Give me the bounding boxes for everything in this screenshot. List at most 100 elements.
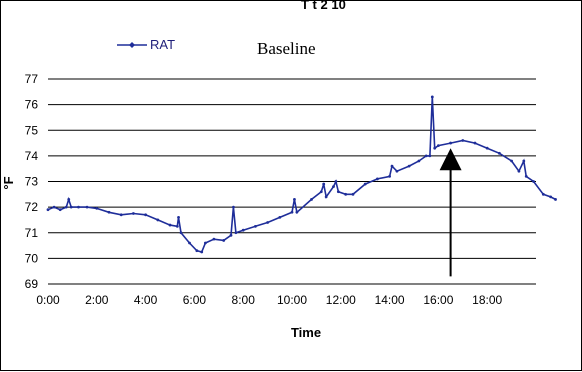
- series-line-rat: [47, 96, 556, 253]
- data-point: [485, 146, 489, 150]
- data-point: [517, 169, 521, 173]
- x-tick-labels: 0:00 2:00 4:00 6:00 8:00 10:00 12:00 14:00 16:00…: [36, 293, 502, 307]
- data-point: [266, 221, 269, 224]
- series-markers: [46, 95, 557, 254]
- data-point: [290, 210, 294, 214]
- y-tick-label: 75: [25, 123, 39, 137]
- data-point: [229, 233, 233, 237]
- data-point: [188, 241, 191, 245]
- annotation-arrow: [439, 148, 462, 277]
- data-point: [200, 250, 204, 254]
- data-point: [293, 198, 296, 201]
- y-tick-label: 72: [25, 200, 39, 214]
- data-point: [212, 237, 216, 241]
- data-point: [424, 154, 428, 158]
- x-tick-label: 4:00: [134, 293, 158, 307]
- x-tick-label: 2:00: [85, 293, 109, 307]
- x-tick-label: 16:00: [423, 293, 453, 307]
- y-tick-label: 74: [25, 149, 39, 163]
- data-point: [46, 208, 50, 212]
- y-axis-label: °F: [1, 176, 16, 189]
- data-point: [554, 198, 557, 201]
- data-point: [168, 223, 172, 227]
- x-tick-label: 12:00: [326, 293, 356, 307]
- x-tick-label: 0:00: [36, 293, 60, 307]
- data-point: [232, 205, 235, 209]
- legend-swatch: [117, 42, 147, 48]
- data-point: [132, 212, 135, 215]
- data-point: [407, 164, 411, 168]
- chart-title-cut: T t 2 10: [301, 0, 346, 12]
- data-point: [58, 208, 62, 212]
- data-point: [449, 141, 452, 145]
- data-point: [461, 139, 465, 142]
- data-point: [332, 185, 335, 189]
- data-point: [69, 205, 73, 209]
- data-point: [175, 224, 179, 228]
- data-point: [85, 205, 89, 209]
- data-point: [179, 231, 183, 235]
- data-point: [107, 210, 111, 214]
- x-tick-label: 10:00: [277, 293, 307, 307]
- y-tick-label: 76: [25, 98, 39, 112]
- data-point: [254, 224, 257, 228]
- data-point: [241, 228, 245, 232]
- data-point: [363, 182, 367, 186]
- gridlines: [48, 78, 536, 285]
- data-point: [310, 198, 313, 201]
- data-point: [144, 213, 148, 217]
- y-tick-labels: 69 70 71 72 73 74 75 76 77: [25, 72, 39, 291]
- data-point: [322, 182, 326, 186]
- arrow-head: [439, 148, 462, 171]
- data-point: [324, 195, 328, 199]
- data-point: [428, 154, 432, 158]
- data-point: [498, 151, 501, 155]
- y-tick-label: 69: [25, 277, 39, 291]
- data-point: [541, 192, 545, 196]
- data-point: [437, 144, 440, 148]
- data-point: [278, 215, 282, 219]
- legend-label: RAT: [150, 37, 176, 52]
- x-tick-label: 14:00: [375, 293, 405, 307]
- data-point: [95, 207, 99, 210]
- data-point: [119, 213, 123, 217]
- data-point: [549, 195, 553, 199]
- data-point: [156, 218, 160, 222]
- x-tick-label: 8:00: [232, 293, 256, 307]
- data-point: [390, 164, 394, 168]
- data-point: [524, 174, 528, 178]
- data-point: [510, 159, 513, 163]
- data-point: [319, 190, 323, 194]
- y-tick-label: 71: [25, 226, 39, 240]
- data-point: [77, 205, 80, 209]
- data-point: [417, 159, 421, 163]
- data-point: [532, 180, 535, 183]
- baseline-label: Baseline: [257, 39, 316, 58]
- data-point: [234, 231, 238, 235]
- data-point: [222, 239, 226, 242]
- data-point: [67, 198, 71, 201]
- x-tick-label: 6:00: [183, 293, 207, 307]
- data-point: [522, 159, 526, 163]
- data-point: [473, 141, 477, 145]
- data-point: [195, 249, 199, 253]
- data-point: [295, 210, 299, 214]
- data-point: [64, 205, 68, 209]
- data-point: [177, 215, 180, 219]
- data-point: [433, 146, 437, 150]
- data-point: [52, 205, 56, 209]
- data-point: [395, 169, 399, 173]
- y-tick-label: 70: [25, 251, 39, 265]
- data-point: [388, 174, 391, 178]
- data-point: [344, 192, 348, 196]
- data-point: [351, 192, 355, 196]
- data-point: [203, 241, 207, 245]
- x-axis-label: Time: [291, 325, 321, 340]
- y-tick-label: 73: [25, 175, 39, 189]
- data-point: [334, 180, 338, 183]
- y-tick-label: 77: [25, 72, 39, 86]
- data-point: [430, 95, 434, 99]
- x-tick-label: 18:00: [472, 293, 502, 307]
